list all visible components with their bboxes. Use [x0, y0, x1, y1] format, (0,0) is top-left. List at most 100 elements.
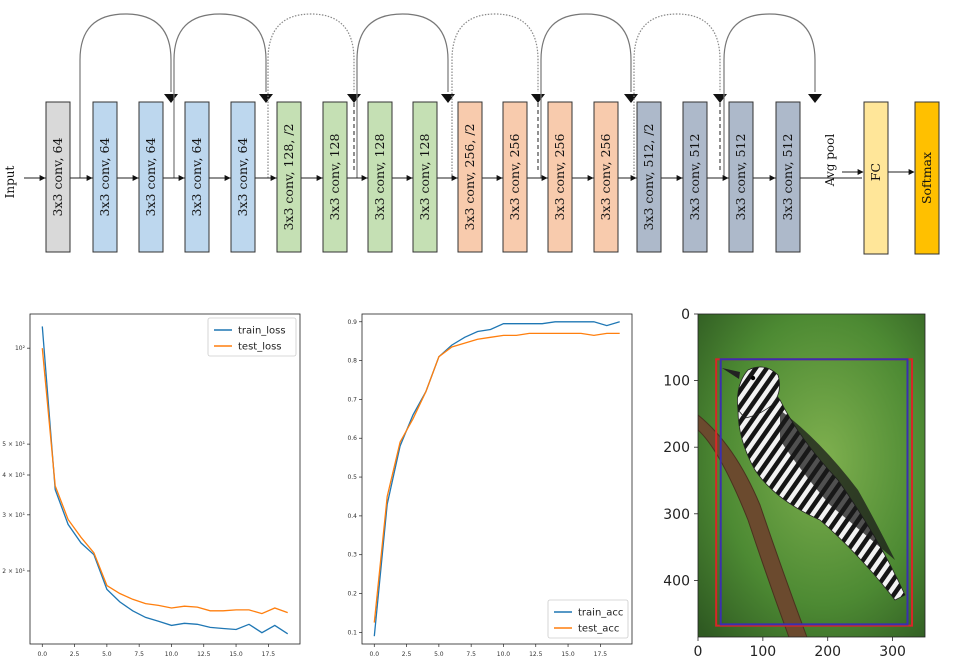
y-tick-label: 0.1 — [347, 629, 357, 636]
plot-frame — [29, 313, 301, 645]
softmax-label: Softmax — [919, 152, 934, 204]
loss-chart: 10² 5 × 10¹ 4 × 10¹ 3 × 10¹ 2 × 10¹ 0.0 2.5 5.0… — [2, 313, 301, 658]
y-tick-label: 2 × 10¹ — [2, 568, 25, 575]
conv-layer-label: 3x3 conv, 64 — [97, 137, 112, 216]
conv-layer-label: 3x3 conv, 128 — [372, 134, 387, 221]
x-tick-label: 2.5 — [402, 651, 412, 658]
y-tick-label: 0.5 — [347, 474, 357, 481]
x-tick-label: 5.0 — [102, 651, 112, 658]
conv-layer-label: 3x3 conv, 64 — [235, 137, 250, 216]
resnet-architecture-diagram: 3x3 conv, 64 3x3 conv, 64 3x3 conv, 64 3x3 … — [3, 13, 940, 255]
x-tick-label: 12.5 — [197, 651, 211, 658]
conv-layer-label: 3x3 conv, 64 — [50, 137, 65, 216]
conv-layer-rect — [230, 101, 256, 253]
skip-arc — [540, 13, 632, 178]
legend-label-train_loss: train_loss — [238, 326, 286, 337]
conv-layer-box: 3x3 conv, 128 — [412, 101, 438, 253]
conv-layer-label: 3x3 conv, 128 — [327, 134, 342, 221]
input-label: Input — [3, 165, 17, 198]
conv-layer-label: 3x3 conv, 64 — [189, 137, 204, 216]
conv-layer-box: 3x3 conv, 256 — [502, 101, 528, 253]
fc-label: FC — [868, 163, 883, 181]
y-tick-label: 300 — [663, 507, 690, 523]
y-tick-label: 5 × 10¹ — [2, 441, 25, 448]
x-tick-label: 0 — [694, 644, 703, 660]
skip-arc — [79, 13, 172, 178]
skip-connections — [79, 13, 822, 178]
conv-layer-box: 3x3 conv, 64 — [230, 101, 256, 253]
conv-layer-rect — [276, 101, 302, 253]
conv-layer-rect — [412, 101, 438, 253]
conv-layer-box: 3x3 conv, 256 — [593, 101, 619, 253]
conv-layer-box: 3x3 conv, 512, /2 — [636, 101, 662, 253]
x-tick-label: 0.0 — [369, 651, 379, 658]
conv-layer-label: 3x3 conv, 512 — [733, 134, 748, 221]
y-tick-label: 0.4 — [347, 513, 357, 520]
y-tick-label: 0 — [681, 307, 690, 323]
conv-layer-box: 3x3 conv, 64 — [184, 101, 210, 253]
conv-layer-label: 3x3 conv, 256, /2 — [462, 123, 477, 230]
x-tick-label: 15.0 — [229, 651, 243, 658]
conv-layer-rect — [636, 101, 662, 253]
skip-arc — [173, 13, 267, 178]
skip-arrowhead — [259, 94, 273, 103]
conv-layer-rect — [45, 101, 71, 253]
y-tick-label: 10² — [15, 345, 26, 352]
bird-image-panel: 0 100 200 300 400 0 100 200 300 — [663, 307, 926, 660]
bird-beak — [722, 368, 740, 379]
x-tick-label: 7.5 — [466, 651, 476, 658]
y-tick-label: 0.7 — [347, 396, 357, 403]
series-line-train_loss — [41, 326, 289, 635]
conv-layer-label: 3x3 conv, 256 — [552, 134, 567, 221]
conv-layer-label: 3x3 conv, 512 — [780, 134, 795, 221]
conv-layer-rect — [322, 101, 348, 253]
conv-layer-rect — [92, 101, 118, 253]
branch — [698, 414, 808, 637]
conv-layer-rect — [502, 101, 528, 253]
accuracy-chart: 0.1 0.2 0.3 0.4 0.5 0.6 0.7 0.8 0.9 0.0 2.5 5.0 7.5 1… — [347, 313, 633, 658]
fc-layer-box: FC — [863, 101, 889, 255]
conv-layer-label: 3x3 conv, 256 — [598, 134, 613, 221]
y-tick-label: 100 — [663, 374, 690, 390]
conv-layer-rect — [457, 101, 483, 253]
conv-layer-box: 3x3 conv, 128, /2 — [276, 101, 302, 253]
y-tick-label: 200 — [663, 440, 690, 456]
y-tick-label: 400 — [663, 573, 690, 589]
skip-arrowhead — [808, 94, 822, 103]
bird-wing — [780, 410, 895, 560]
y-tick-label: 4 × 10¹ — [2, 472, 25, 479]
conv-layer-rect — [593, 101, 619, 253]
x-tick-label: 300 — [879, 644, 906, 660]
conv-layer-rect — [367, 101, 393, 253]
series-line-train_acc — [373, 321, 620, 637]
main-flow-arrows — [24, 169, 915, 181]
y-tick-label: 0.9 — [347, 319, 357, 326]
legend: train_loss test_loss — [207, 317, 297, 357]
y-tick-label: 0.2 — [347, 591, 357, 598]
conv-layer-label: 3x3 conv, 64 — [143, 137, 158, 216]
y-tick-label: 0.3 — [347, 552, 357, 559]
conv-layer-box: 3x3 conv, 512 — [682, 101, 708, 253]
legend-label-train_acc: train_acc — [578, 608, 623, 619]
x-tick-label: 12.5 — [529, 651, 543, 658]
x-tick-label: 2.5 — [70, 651, 80, 658]
conv-layer-box: 3x3 conv, 128 — [367, 101, 393, 253]
x-tick-label: 100 — [749, 644, 776, 660]
conv-layer-rect — [138, 101, 164, 253]
bird-head — [737, 366, 780, 419]
x-tick-label: 5.0 — [434, 651, 444, 658]
skip-arc — [356, 13, 449, 178]
fc-rect — [863, 101, 889, 255]
conv-layer-box: 3x3 conv, 256, /2 — [457, 101, 483, 253]
x-tick-label: 17.5 — [262, 651, 276, 658]
x-tick-label: 7.5 — [134, 651, 144, 658]
legend-label-test_acc: test_acc — [578, 624, 619, 635]
conv-layer-label: 3x3 conv, 512 — [687, 134, 702, 221]
skip-arc — [723, 13, 816, 178]
legend-label-test_loss: test_loss — [238, 342, 282, 353]
softmax-layer-box: Softmax — [914, 101, 940, 255]
conv-layer-rect — [547, 101, 573, 253]
conv-layer-label: 3x3 conv, 128 — [417, 134, 432, 221]
conv-layer-label: 3x3 conv, 512, /2 — [641, 123, 656, 230]
layer-stack: 3x3 conv, 64 3x3 conv, 64 3x3 conv, 64 3x3 … — [45, 101, 940, 255]
